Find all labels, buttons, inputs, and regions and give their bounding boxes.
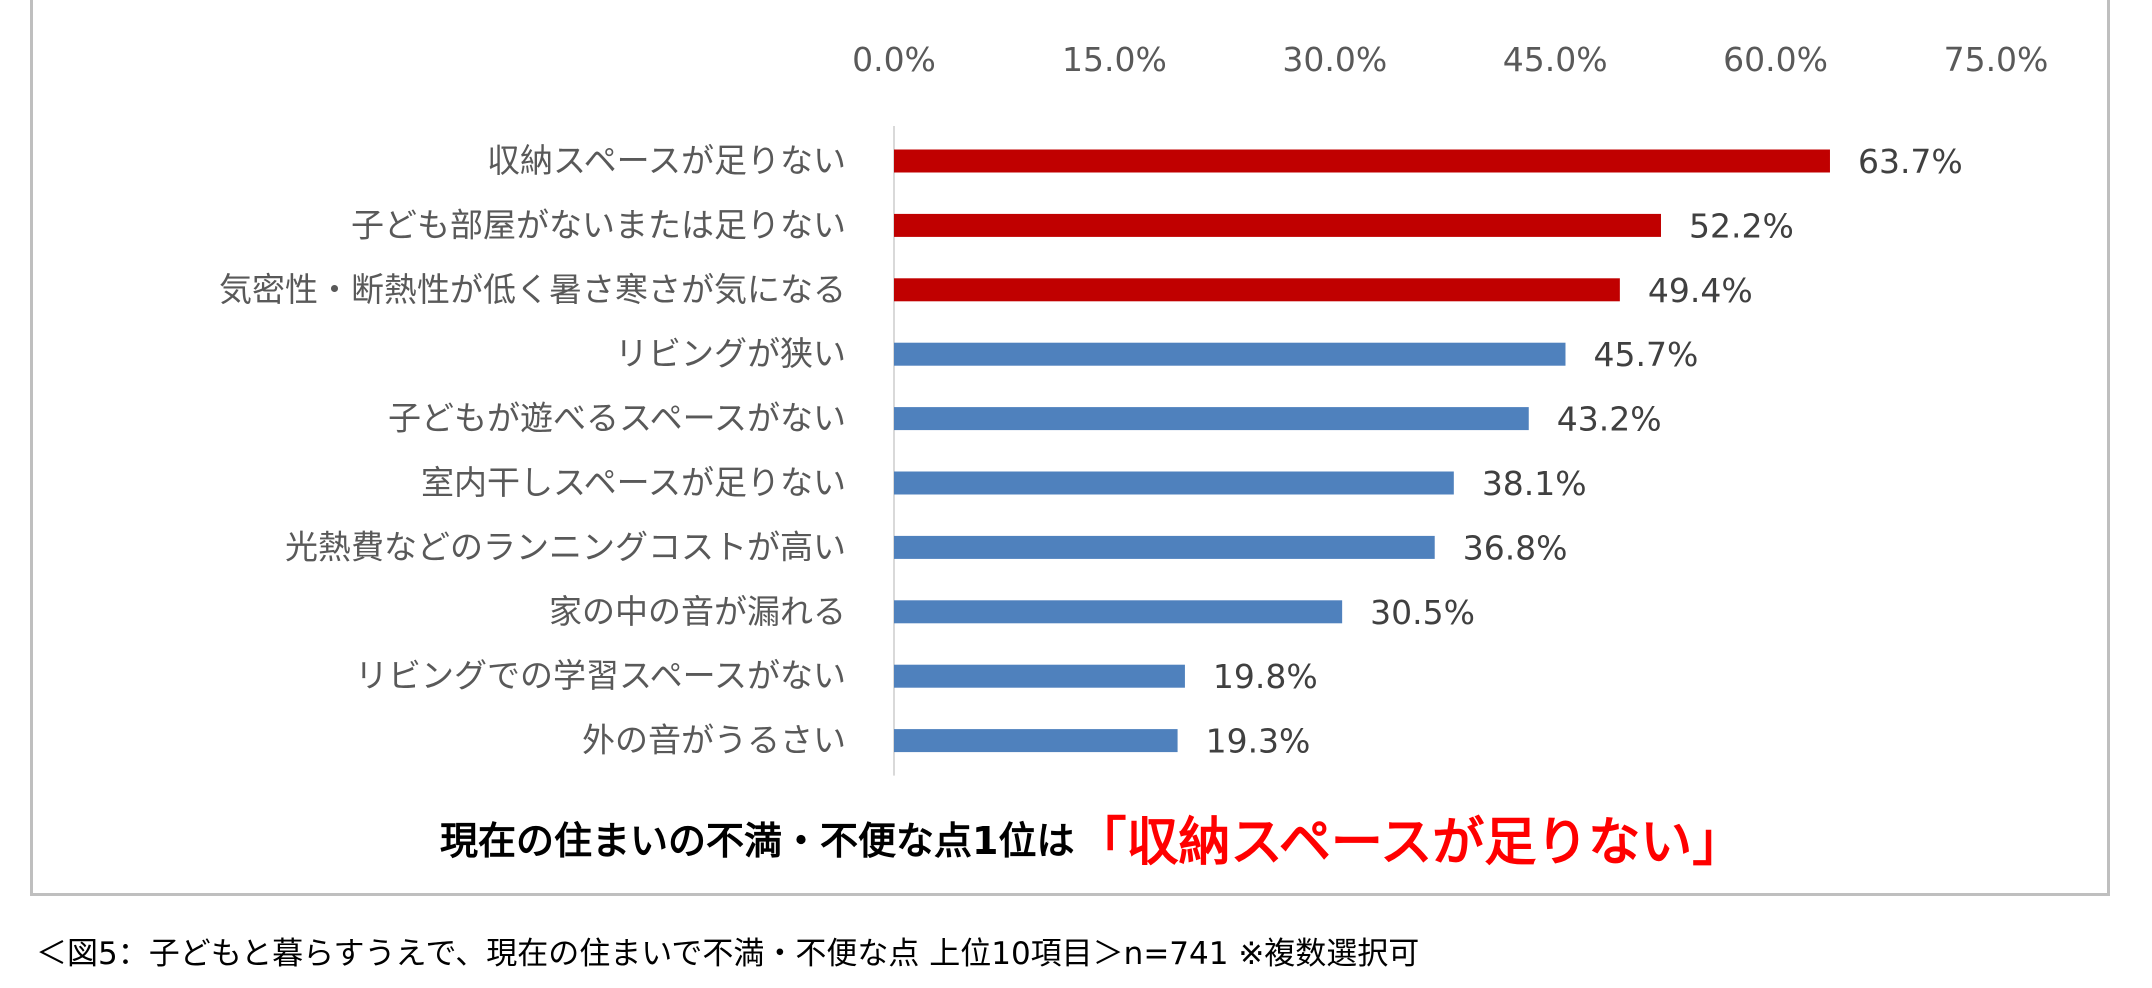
bar <box>894 535 1435 559</box>
data-label: 52.2% <box>1689 206 1794 245</box>
category-label: リビングでの学習スペースがない <box>355 656 846 695</box>
figure-caption: ＜図5：子どもと暮らすうえで、現在の住まいで不満・不便な点 上位10項目＞n=7… <box>36 936 1420 972</box>
bar <box>894 149 1830 173</box>
category-label: 子どもが遊べるスペースがない <box>388 399 846 438</box>
category-label: 収納スペースが足りない <box>487 141 846 180</box>
bar <box>894 342 1566 366</box>
x-tick-label: 30.0% <box>1282 40 1387 79</box>
data-label: 63.7% <box>1858 142 1963 181</box>
x-tick-label: 60.0% <box>1723 40 1828 79</box>
data-label: 49.4% <box>1648 271 1753 310</box>
headline-highlight: 「収納スペースが足りない」 <box>1074 813 1745 873</box>
data-label: 19.8% <box>1213 657 1318 696</box>
bar <box>894 600 1343 624</box>
category-label: リビングが狭い <box>615 334 846 373</box>
category-label: 外の音がうるさい <box>582 721 846 760</box>
bar <box>894 471 1454 495</box>
bar <box>894 407 1529 431</box>
x-tick-label: 75.0% <box>1944 40 2049 79</box>
bar <box>894 213 1661 237</box>
category-label: 光熱費などのランニングコストが高い <box>285 527 846 566</box>
category-label: 家の中の音が漏れる <box>549 592 846 631</box>
bar <box>894 278 1620 302</box>
data-label: 30.5% <box>1370 593 1475 632</box>
x-tick-label: 0.0% <box>852 40 936 79</box>
category-label: 気密性・断熱性が低く暑さ寒さが気になる <box>219 270 846 309</box>
data-label: 43.2% <box>1557 400 1662 439</box>
headline-prefix: 現在の住まいの不満・不便な点1位は <box>440 819 1075 863</box>
data-label: 45.7% <box>1593 335 1698 374</box>
x-tick-label: 45.0% <box>1503 40 1608 79</box>
category-label: 子ども部屋がないまたは足りない <box>351 205 846 244</box>
bar <box>894 729 1178 753</box>
data-label: 19.3% <box>1206 722 1311 761</box>
data-label: 36.8% <box>1463 528 1568 567</box>
headline: 現在の住まいの不満・不便な点1位は「収納スペースが足りない」 <box>440 800 1744 875</box>
x-tick-label: 15.0% <box>1062 40 1167 79</box>
bar <box>894 664 1185 688</box>
chart-frame <box>30 0 2110 896</box>
category-label: 室内干しスペースが足りない <box>421 463 846 502</box>
data-label: 38.1% <box>1482 464 1587 503</box>
